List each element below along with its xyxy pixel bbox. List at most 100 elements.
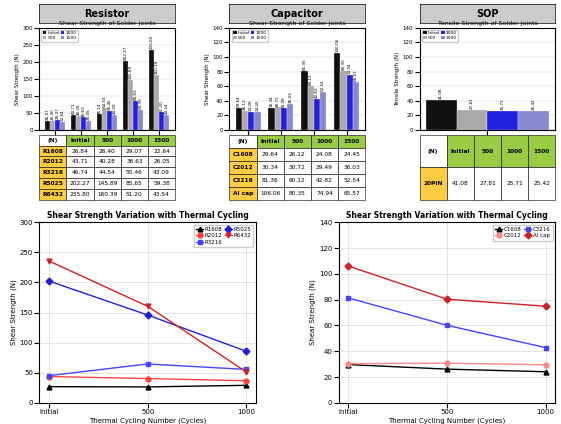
Al cap <box>345 264 352 269</box>
R6432 <box>243 369 250 374</box>
Legend: R1608, R2012, R3216, R5025, R6432: R1608, R2012, R3216, R5025, R6432 <box>194 225 254 247</box>
X-axis label: Thermal Cycling Number (Cycles): Thermal Cycling Number (Cycles) <box>89 418 206 424</box>
Line: R3216: R3216 <box>47 362 249 378</box>
Text: 41.08: 41.08 <box>439 88 443 99</box>
Bar <box>488 111 518 130</box>
Text: 64.54: 64.54 <box>103 95 107 107</box>
Text: 85.65: 85.65 <box>134 88 137 100</box>
Text: 202.27: 202.27 <box>124 46 128 60</box>
Y-axis label: Shear Strength (N): Shear Strength (N) <box>15 53 20 105</box>
R3216 <box>46 373 53 378</box>
Text: 29.07: 29.07 <box>56 107 60 119</box>
R2012 <box>144 376 151 381</box>
R2012 <box>46 374 53 379</box>
Line: C2012: C2012 <box>346 361 548 367</box>
Text: 42.82: 42.82 <box>315 86 319 98</box>
Bar <box>281 109 287 130</box>
Text: 65.57: 65.57 <box>354 70 358 81</box>
Text: 160.39: 160.39 <box>155 60 159 75</box>
Legend: Initial, 500, 1000, 1500: Initial, 500, 1000, 1500 <box>42 30 77 42</box>
Text: 36.03: 36.03 <box>288 91 292 103</box>
Text: 22.64: 22.64 <box>61 110 65 121</box>
Bar <box>107 111 112 130</box>
Y-axis label: Shear Strength (N): Shear Strength (N) <box>10 280 17 346</box>
Line: C1608: C1608 <box>346 362 548 374</box>
Text: 36.63: 36.63 <box>82 105 86 117</box>
Bar <box>76 116 81 130</box>
Text: 106.06: 106.06 <box>335 37 339 52</box>
Text: 26.57: 26.57 <box>46 108 50 120</box>
Bar <box>236 108 242 130</box>
Text: 25.71: 25.71 <box>501 99 505 110</box>
Text: 45.14: 45.14 <box>98 102 102 114</box>
Text: 25.42: 25.42 <box>532 99 536 111</box>
Bar <box>112 115 117 130</box>
Bar <box>314 99 320 130</box>
R3216 <box>144 361 151 366</box>
Bar <box>164 115 169 130</box>
Y-axis label: Shear Strength (N): Shear Strength (N) <box>310 280 316 346</box>
Bar <box>307 86 314 130</box>
Bar <box>320 92 327 130</box>
Line: R5025: R5025 <box>47 279 249 354</box>
Y-axis label: Shear Strength (N): Shear Strength (N) <box>205 53 210 105</box>
Y-axis label: Tensile Strength (N): Tensile Strength (N) <box>395 52 400 106</box>
Bar <box>102 108 107 130</box>
Text: 43.71: 43.71 <box>72 103 76 114</box>
Bar <box>518 112 549 130</box>
R2012 <box>243 378 250 383</box>
Title: Shear Strength of Solder Joints: Shear Strength of Solder Joints <box>59 21 155 26</box>
Line: Al cap: Al cap <box>346 264 548 309</box>
Title: Shear Strength Variation with Thermal Cycling: Shear Strength Variation with Thermal Cy… <box>346 211 548 220</box>
Text: 145.89: 145.89 <box>128 65 132 79</box>
Al cap <box>542 304 549 309</box>
Bar <box>154 75 159 130</box>
Legend: C1608, C2012, C3216, Al cap: C1608, C2012, C3216, Al cap <box>493 225 553 241</box>
Bar <box>149 50 154 130</box>
Bar <box>275 107 281 130</box>
Bar <box>138 110 143 130</box>
X-axis label: Lead type Component: Lead type Component <box>453 142 522 148</box>
X-axis label: Thermal Cycling Number (Cycles): Thermal Cycling Number (Cycles) <box>388 418 505 424</box>
Line: R1608: R1608 <box>47 383 249 389</box>
Al cap <box>444 297 450 302</box>
Bar <box>86 121 91 130</box>
Text: 235.60: 235.60 <box>150 34 154 49</box>
Text: 80.35: 80.35 <box>342 59 346 70</box>
Bar <box>133 100 138 130</box>
Bar <box>353 82 359 130</box>
Text: 26.05: 26.05 <box>86 109 91 120</box>
Line: C3216: C3216 <box>346 296 548 350</box>
Legend: Initial, 500, 1000, 1500: Initial, 500, 1000, 1500 <box>422 30 458 42</box>
Bar <box>457 109 488 130</box>
Bar <box>159 112 164 130</box>
R6432 <box>144 304 151 309</box>
Text: 26.40: 26.40 <box>51 109 55 120</box>
R6432 <box>46 259 53 264</box>
Bar <box>242 111 248 130</box>
Bar <box>56 120 60 130</box>
Bar <box>287 103 293 130</box>
Text: 55.46: 55.46 <box>108 98 112 110</box>
X-axis label: SMD Components: SMD Components <box>269 142 325 148</box>
Bar <box>254 112 260 130</box>
Bar <box>71 115 76 130</box>
Bar <box>334 53 341 130</box>
R3216 <box>243 367 250 372</box>
Text: 26.12: 26.12 <box>243 98 247 110</box>
C3216 <box>345 296 352 301</box>
Bar <box>426 100 457 130</box>
C1608 <box>444 367 450 372</box>
Bar <box>268 108 275 130</box>
Bar <box>45 121 50 130</box>
Text: 52.54: 52.54 <box>321 79 325 91</box>
Bar <box>128 80 133 130</box>
Line: R2012: R2012 <box>47 374 249 383</box>
Bar <box>50 121 56 130</box>
Bar <box>341 71 347 130</box>
C2012 <box>345 361 352 366</box>
Text: 27.81: 27.81 <box>470 97 474 109</box>
C3216 <box>542 345 549 350</box>
Legend: Initial, 500, 1000, 1500: Initial, 500, 1000, 1500 <box>232 30 268 42</box>
R5025 <box>144 312 151 318</box>
